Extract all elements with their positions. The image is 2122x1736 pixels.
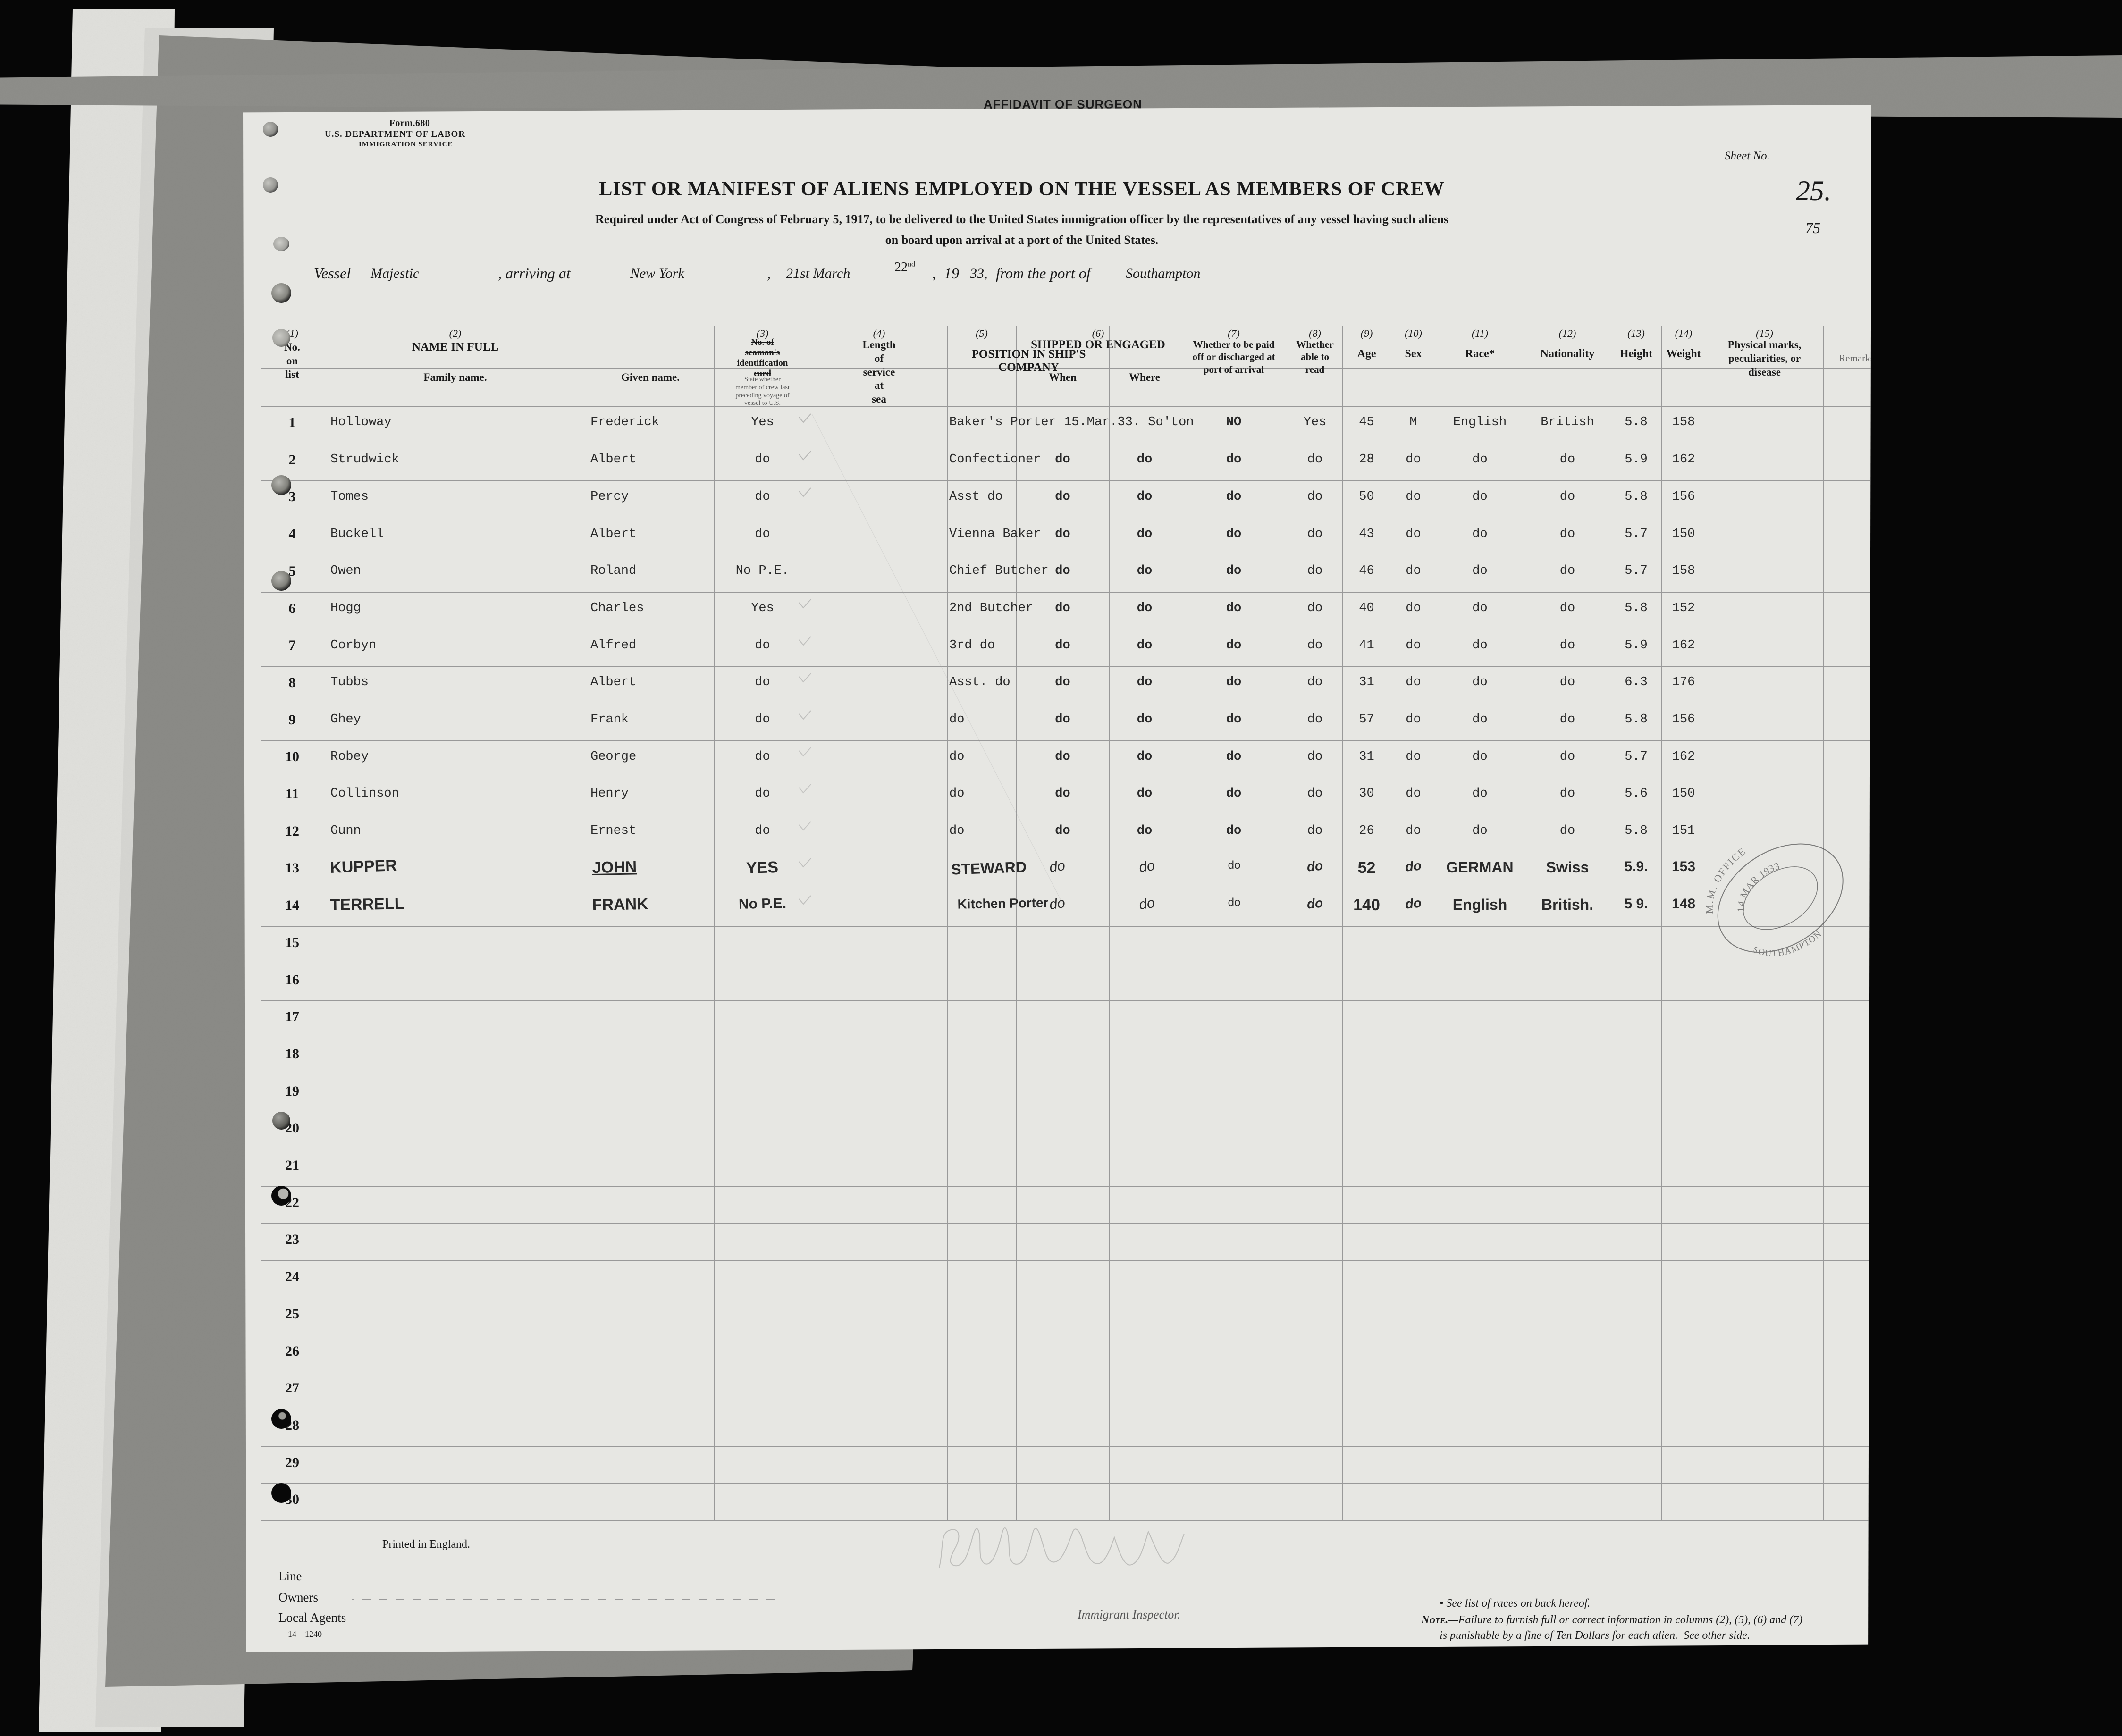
svg-text:14 MAR 1933: 14 MAR 1933 [1723,858,1792,917]
svg-text:SOUTHAMPTON: SOUTHAMPTON [1748,911,1825,976]
